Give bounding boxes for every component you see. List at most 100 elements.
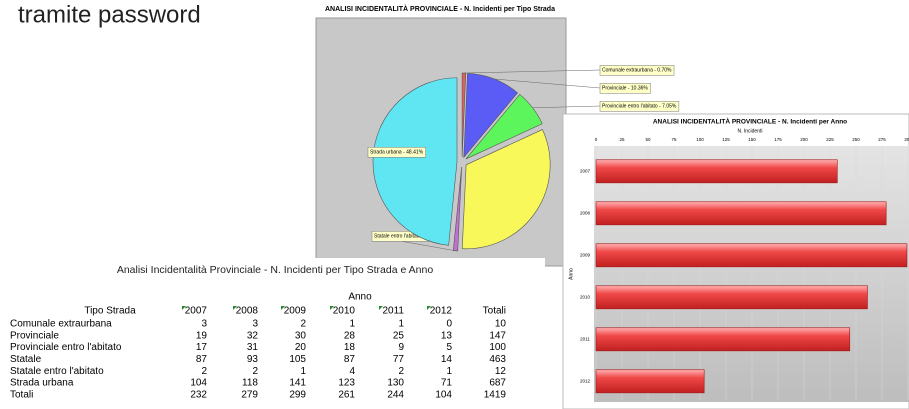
table-cell: 123 (338, 378, 355, 389)
bar-title: ANALISI INCIDENTALITÀ PROVINCIALE - N. I… (653, 117, 847, 126)
slice-label: Comunale extraurbana - 0.70% (602, 67, 672, 73)
table-cell: 1 (446, 366, 452, 377)
table-cell: 4 (349, 366, 355, 377)
table-cell: 1 (300, 366, 306, 377)
y-tick-label: 2011 (580, 336, 590, 341)
bar (596, 286, 867, 309)
table-cell: 18 (344, 342, 356, 353)
column-header: Totali (483, 306, 506, 317)
table-cell: 30 (295, 330, 307, 341)
table-cell: 687 (489, 378, 506, 389)
y-tick-label: 2010 (580, 294, 591, 299)
table-cell: 105 (289, 354, 306, 365)
bar-plot-area (594, 146, 909, 402)
table-cell: Totali (10, 389, 33, 400)
bar (596, 328, 850, 351)
table-cell: 10 (495, 319, 507, 330)
table-cell: 0 (446, 319, 452, 330)
table-cell: 19 (196, 330, 208, 341)
x-tick-label: 175 (774, 137, 782, 142)
table-panel: Analisi Incidentalità Provinciale - N. I… (0, 258, 545, 409)
table-cell: 2 (300, 319, 306, 330)
table-cell: 9 (398, 342, 404, 353)
table-cell: 3 (252, 319, 258, 330)
table-cell: 13 (441, 330, 453, 341)
table-cell: 14 (441, 354, 453, 365)
table-cell: 17 (196, 342, 208, 353)
x-tick-label: 50 (645, 137, 651, 142)
slice-label: Provinciale entro l'abitato - 7.05% (602, 103, 677, 109)
table-cell: 100 (489, 342, 506, 353)
table-cell: 261 (338, 389, 355, 400)
table-cell: 2 (252, 366, 258, 377)
table-cell: 87 (344, 354, 356, 365)
table-cell: 279 (241, 389, 258, 400)
table-cell: 141 (289, 378, 306, 389)
table-title: Analisi Incidentalità Provinciale - N. I… (117, 264, 434, 276)
column-header: 2007 (185, 306, 208, 317)
table-cell: 104 (190, 378, 207, 389)
y-axis-label: Anno (568, 268, 574, 280)
bar (596, 244, 907, 267)
x-axis-label: N. Incidenti (737, 128, 762, 134)
x-tick-label: 200 (800, 137, 808, 142)
table-cell: 232 (190, 389, 207, 400)
x-tick-label: 75 (671, 137, 677, 142)
slice-label: Strada urbana - 48.41% (370, 149, 424, 155)
table-cell: 12 (495, 366, 507, 377)
table-cell: 93 (247, 354, 259, 365)
table-cell: 2 (398, 366, 404, 377)
x-tick-label: 125 (722, 137, 730, 142)
table-cell: 87 (196, 354, 208, 365)
table-cell: Statale (10, 354, 42, 365)
x-tick-label: 100 (696, 137, 704, 142)
table-cell: Provinciale entro l'abitato (10, 342, 122, 353)
table-cell: 130 (387, 378, 404, 389)
x-tick-label: 275 (878, 137, 886, 142)
table-cell: Comunale extraurbana (10, 319, 112, 330)
column-header: 2009 (284, 306, 307, 317)
pie-title: ANALISI INCIDENTALITÀ PROVINCIALE - N. I… (325, 4, 555, 13)
table-cell: 244 (387, 389, 404, 400)
table-cell: Statale entro l'abitato (10, 366, 104, 377)
column-header: 2008 (236, 306, 259, 317)
table-background (0, 258, 545, 409)
table-cell: 3 (201, 319, 207, 330)
x-tick-label: 300 (904, 137, 909, 142)
table-cell: 147 (489, 330, 506, 341)
table-cell: 32 (247, 330, 259, 341)
bar (596, 370, 704, 393)
table-cell: Strada urbana (10, 378, 74, 389)
bar-panel: ANALISI INCIDENTALITÀ PROVINCIALE - N. I… (563, 114, 909, 409)
bar (596, 202, 886, 225)
table-cell: 28 (344, 330, 356, 341)
y-tick-label: 2009 (580, 252, 591, 257)
table-cell: 2 (201, 366, 207, 377)
slide: tramite password ANALISI INCIDENTALITÀ P… (0, 0, 909, 409)
table-cell: 1 (398, 319, 404, 330)
y-tick-label: 2012 (580, 378, 591, 383)
table-group-header: Anno (348, 292, 372, 303)
table-cell: 77 (393, 354, 405, 365)
slice-label: Provinciale - 10.36% (602, 85, 648, 91)
x-tick-label: 250 (852, 137, 860, 142)
x-tick-label: 150 (748, 137, 756, 142)
x-tick-label: 25 (619, 137, 625, 142)
column-header: Tipo Strada (84, 306, 136, 317)
column-header: 2011 (382, 306, 404, 317)
column-header: 2010 (333, 306, 356, 317)
table-cell: 1419 (484, 389, 507, 400)
table-cell: 5 (446, 342, 452, 353)
y-tick-label: 2008 (580, 210, 591, 215)
column-header: 2012 (430, 306, 453, 317)
table-cell: 20 (295, 342, 307, 353)
bar (596, 160, 837, 183)
table-cell: 1 (349, 319, 355, 330)
table-cell: 299 (289, 389, 306, 400)
table-cell: 31 (247, 342, 259, 353)
header-text: tramite password (18, 1, 201, 28)
table-cell: 71 (441, 378, 453, 389)
table-cell: 104 (435, 389, 452, 400)
y-tick-label: 2007 (580, 168, 591, 173)
table-cell: 118 (242, 378, 258, 389)
